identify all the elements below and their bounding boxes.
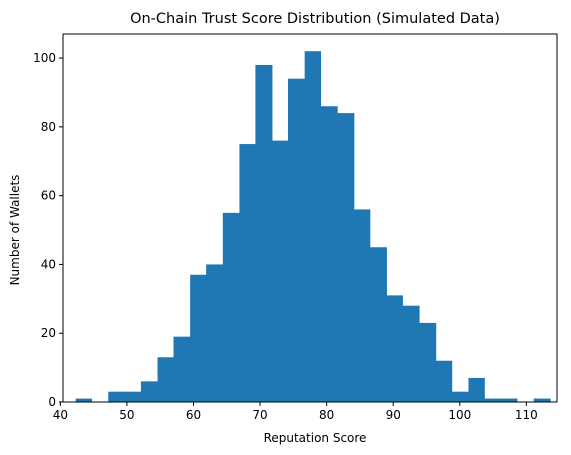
histogram-bar	[239, 144, 256, 402]
histogram-bar	[108, 391, 125, 402]
y-tick-label: 20	[41, 326, 56, 340]
histogram-bar	[140, 381, 158, 402]
histogram-bar	[75, 398, 93, 402]
x-tick-label: 80	[319, 408, 334, 422]
histogram-bar	[353, 209, 371, 402]
x-tick-label: 50	[119, 408, 134, 422]
histogram-bar	[484, 398, 502, 402]
histogram-bar	[320, 106, 338, 402]
histogram-bar	[190, 274, 207, 402]
x-tick-label: 110	[515, 408, 538, 422]
y-tick-label: 0	[48, 395, 56, 409]
y-tick-label: 100	[33, 51, 56, 65]
histogram-bar	[337, 113, 355, 402]
histogram-bar	[501, 398, 518, 402]
plot-frame	[62, 33, 558, 403]
chart-title: On-Chain Trust Score Distribution (Simul…	[130, 11, 500, 27]
histogram-bar	[533, 398, 551, 402]
y-tick-label: 40	[41, 257, 56, 271]
histogram-bar	[468, 377, 485, 402]
y-axis: 0 20 40 60 80 100	[33, 51, 63, 409]
histogram-bar	[288, 78, 306, 403]
x-tick-label: 60	[186, 408, 201, 422]
x-tick-label: 40	[53, 408, 68, 422]
x-tick-label: 70	[252, 408, 267, 422]
histogram-bar	[272, 140, 289, 402]
histogram-bar	[402, 305, 420, 402]
x-axis: 40 50 60 70 80 90 100 110	[53, 402, 538, 422]
x-tick-label: 100	[448, 408, 471, 422]
x-tick-label: 90	[386, 408, 401, 422]
bars-group	[75, 51, 551, 403]
y-axis-label: Number of Wallets	[8, 175, 22, 286]
histogram-bar	[451, 391, 469, 402]
y-tick-label: 80	[41, 120, 56, 134]
histogram-bar	[419, 322, 437, 402]
histogram-bar	[255, 64, 273, 402]
histogram-bar	[304, 51, 322, 402]
histogram-bar	[157, 357, 174, 402]
histogram-bar	[386, 295, 403, 402]
histogram-bar	[206, 264, 224, 402]
histogram-bar	[435, 360, 453, 402]
y-tick-label: 60	[41, 189, 56, 203]
histogram-bar	[124, 391, 142, 402]
histogram-bar	[369, 247, 387, 402]
x-axis-label: Reputation Score	[264, 431, 367, 445]
histogram-bar	[222, 212, 240, 402]
histogram-bar	[173, 336, 191, 402]
